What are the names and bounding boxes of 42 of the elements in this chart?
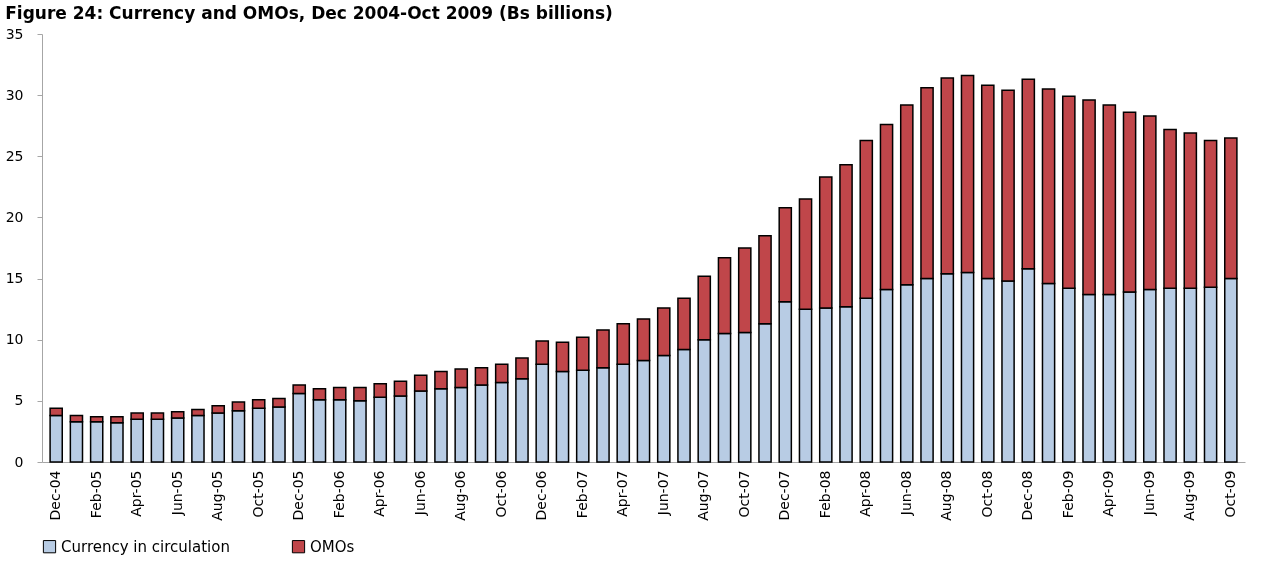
x-tick-label: Oct-06 — [492, 470, 509, 518]
y-tick-label: 25 — [5, 147, 24, 164]
x-tick-label: Oct-08 — [978, 470, 995, 518]
x-tick-label: Oct-05 — [249, 470, 266, 518]
x-tick-label: Feb-06 — [330, 470, 347, 519]
x-tick-label: Aug-05 — [209, 470, 226, 521]
x-tick-label: Jun-08 — [897, 470, 914, 517]
legend-label: Currency in circulation — [61, 537, 230, 556]
x-tick-label: Jun-09 — [1140, 470, 1157, 517]
x-tick-label: Aug-08 — [938, 470, 955, 521]
x-tick-label: Jun-06 — [411, 470, 428, 517]
x-tick-label: Aug-06 — [452, 470, 469, 521]
x-tick-label: Dec-06 — [533, 470, 550, 521]
x-tick-label: Aug-09 — [1181, 470, 1198, 521]
y-tick-label: 0 — [14, 453, 24, 470]
x-tick-label: Dec-04 — [47, 470, 64, 521]
x-tick-label: Apr-06 — [371, 470, 388, 517]
y-tick-label: 15 — [5, 270, 24, 287]
x-tick-label: Aug-07 — [695, 470, 712, 521]
x-tick-label: Dec-08 — [1019, 470, 1036, 521]
x-tick-label: Apr-08 — [857, 470, 874, 517]
y-tick-label: 20 — [5, 208, 24, 225]
x-tick-label: Apr-07 — [614, 470, 631, 517]
y-tick-label: 30 — [5, 86, 24, 103]
y-tick-label: 10 — [5, 331, 24, 348]
legend-label: OMOs — [310, 537, 355, 556]
x-tick-label: Feb-05 — [87, 470, 104, 519]
x-tick-label: Oct-07 — [735, 470, 752, 518]
x-tick-label: Apr-05 — [128, 470, 145, 517]
x-tick-label: Oct-09 — [1221, 470, 1238, 518]
x-tick-label: Feb-08 — [816, 470, 833, 519]
x-tick-label: Jun-07 — [654, 470, 671, 517]
x-tick-label: Dec-05 — [290, 470, 307, 521]
x-tick-label: Dec-07 — [776, 470, 793, 521]
x-tick-label: Feb-09 — [1059, 470, 1076, 519]
x-tick-label: Apr-09 — [1100, 470, 1117, 517]
bar — [89, 420, 104, 463]
x-tick-label: Jun-05 — [168, 470, 185, 517]
chart-title: Figure 24: Currency and OMOs, Dec 2004-Oct 2009 (Bs billions) — [5, 3, 613, 23]
y-tick-label: 35 — [5, 25, 24, 42]
x-tick-label: Feb-07 — [573, 470, 590, 519]
y-tick-label: 5 — [14, 392, 24, 409]
